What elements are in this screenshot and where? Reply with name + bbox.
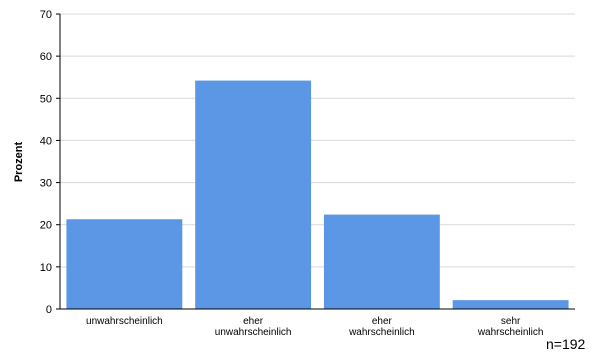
y-tick-label: 50 bbox=[40, 93, 52, 105]
y-tick-label: 70 bbox=[40, 9, 52, 21]
y-tick-label: 10 bbox=[40, 262, 52, 274]
bars bbox=[66, 80, 569, 309]
y-tick-label: 60 bbox=[40, 51, 52, 63]
y-tick-label: 30 bbox=[40, 178, 52, 190]
y-tick-label: 0 bbox=[46, 304, 52, 316]
x-tick-label: eher unwahrscheinlich bbox=[215, 316, 292, 338]
y-axis-label: Prozent bbox=[13, 141, 25, 182]
bar bbox=[66, 219, 183, 309]
bar bbox=[452, 300, 569, 309]
y-axis: 0 10 20 30 40 50 60 70 bbox=[40, 9, 61, 316]
bar bbox=[195, 80, 312, 309]
x-tick-label: unwahrscheinlich bbox=[86, 316, 163, 327]
y-tick-label: 20 bbox=[40, 220, 52, 232]
x-axis: unwahrscheinlich eher unwahrscheinlich eher… bbox=[60, 308, 575, 338]
y-tick-label: 40 bbox=[40, 135, 52, 147]
bar bbox=[323, 214, 440, 309]
sample-size-note: n=192 bbox=[546, 336, 586, 352]
x-tick-label: sehr wahrscheinlich bbox=[477, 316, 544, 338]
x-tick-label: eher wahrscheinlich bbox=[348, 316, 415, 338]
